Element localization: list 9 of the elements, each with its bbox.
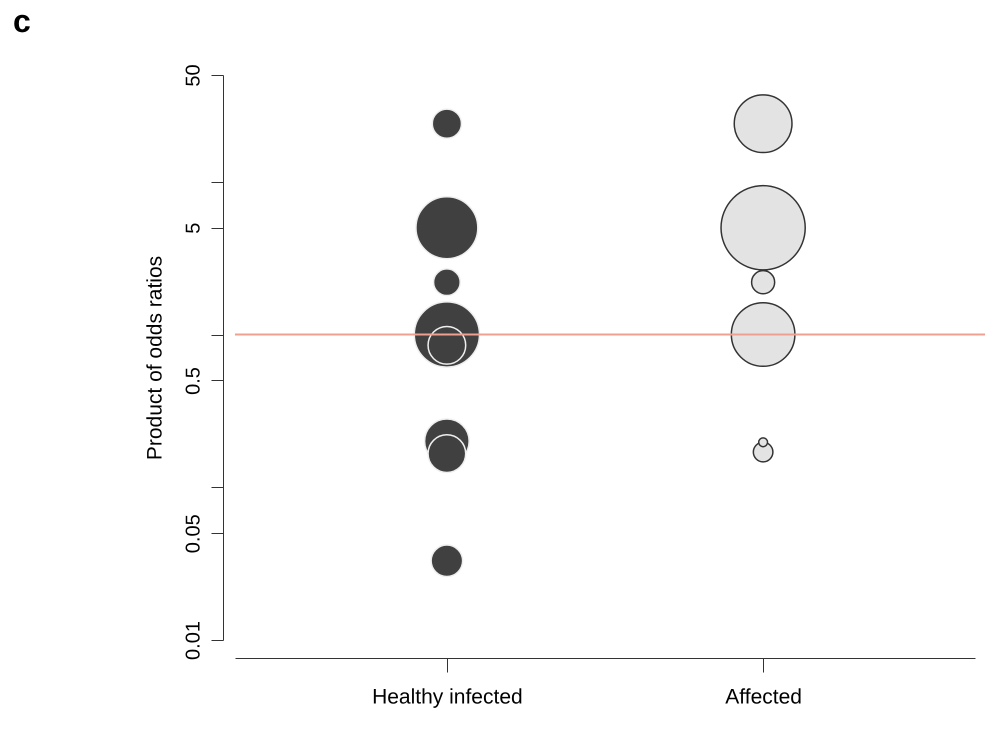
chart-title: c (13, 3, 31, 39)
y-tick-label: 0.01 (182, 621, 204, 660)
y-tick-label: 0.05 (182, 514, 204, 554)
y-axis-title: Product of odds ratios (144, 256, 166, 460)
y-tick-label: 0.5 (182, 367, 204, 395)
x-tick-label: Affected (725, 686, 802, 708)
x-tick-label: Healthy infected (372, 686, 523, 708)
y-tick-label: 50 (182, 64, 204, 87)
y-tick-label: 5 (182, 222, 204, 234)
